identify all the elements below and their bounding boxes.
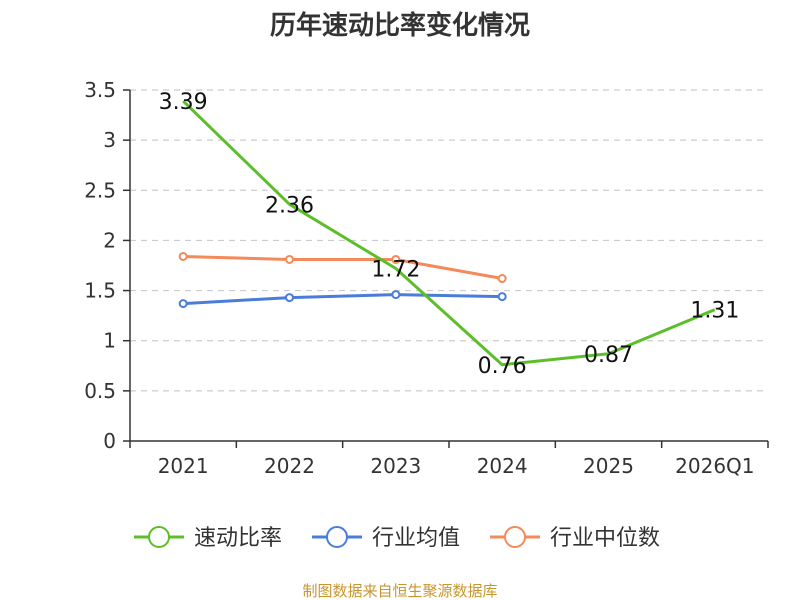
axes: 0 0.5 1 1.5 2 2.5 3 3.5 2021 2022 2023 2024 2025 2026… xyxy=(84,78,769,478)
y-tick-label-5: 2.5 xyxy=(84,178,116,202)
series-group xyxy=(178,99,716,367)
series-1-point-2[interactable] xyxy=(391,290,401,300)
data-label-2026Q1: 1.31 xyxy=(690,299,739,324)
y-tick-label-0: 0 xyxy=(103,429,116,453)
legend: 速动比率 行业均值 行业中位数 xyxy=(134,526,660,551)
legend-item-1[interactable]: 行业均值 xyxy=(312,526,460,551)
series-1-point-3[interactable] xyxy=(497,292,507,302)
series-2-point-1[interactable] xyxy=(285,254,294,264)
x-tick-label-2022: 2022 xyxy=(264,454,315,478)
data-label-2025: 0.87 xyxy=(584,343,633,368)
legend-marker-0 xyxy=(148,526,170,548)
x-tick-label-2026Q1: 2026Q1 xyxy=(675,454,754,478)
chart-title: 历年速动比率变化情况 xyxy=(270,10,530,41)
data-label-2024: 0.76 xyxy=(478,354,527,379)
x-tick-label-2023: 2023 xyxy=(370,454,421,478)
data-label-2021: 3.39 xyxy=(159,90,208,115)
series-2-point-3[interactable] xyxy=(497,274,507,284)
y-tick-label-7: 3.5 xyxy=(84,78,116,102)
x-tick-label-2021: 2021 xyxy=(158,454,209,478)
series-line-1 xyxy=(183,293,503,306)
legend-label-2: 行业中位数 xyxy=(550,526,660,551)
x-tick-label-2024: 2024 xyxy=(477,454,528,478)
y-tick-label-3: 1.5 xyxy=(84,279,116,303)
legend-marker-2 xyxy=(504,526,526,548)
y-tick-label-6: 3 xyxy=(103,128,116,152)
data-label-2022: 2.36 xyxy=(265,193,314,218)
series-2-point-0[interactable] xyxy=(178,251,188,261)
series-line-2 xyxy=(183,254,503,281)
y-tick-label-4: 2 xyxy=(103,228,116,252)
grid-lines xyxy=(130,89,768,392)
series-1-point-0[interactable] xyxy=(178,299,188,309)
data-labels: 3.39 2.36 1.72 0.76 0.87 1.31 xyxy=(159,90,740,379)
source-note: 制图数据来自恒生聚源数据库 xyxy=(302,582,497,600)
series-2-point-2[interactable] xyxy=(391,254,401,264)
y-tick-label-2: 1 xyxy=(103,329,116,353)
legend-item-2[interactable]: 行业中位数 xyxy=(490,526,660,551)
legend-item-0[interactable]: 速动比率 xyxy=(134,526,282,551)
legend-marker-1 xyxy=(326,526,348,548)
series-line-0 xyxy=(182,99,716,367)
y-tick-label-1: 0.5 xyxy=(84,379,116,403)
series-1-point-1[interactable] xyxy=(285,293,294,303)
data-label-2023: 1.72 xyxy=(371,258,420,283)
legend-label-1: 行业均值 xyxy=(372,526,460,551)
legend-label-0: 速动比率 xyxy=(194,526,282,551)
x-tick-label-2025: 2025 xyxy=(583,454,634,478)
